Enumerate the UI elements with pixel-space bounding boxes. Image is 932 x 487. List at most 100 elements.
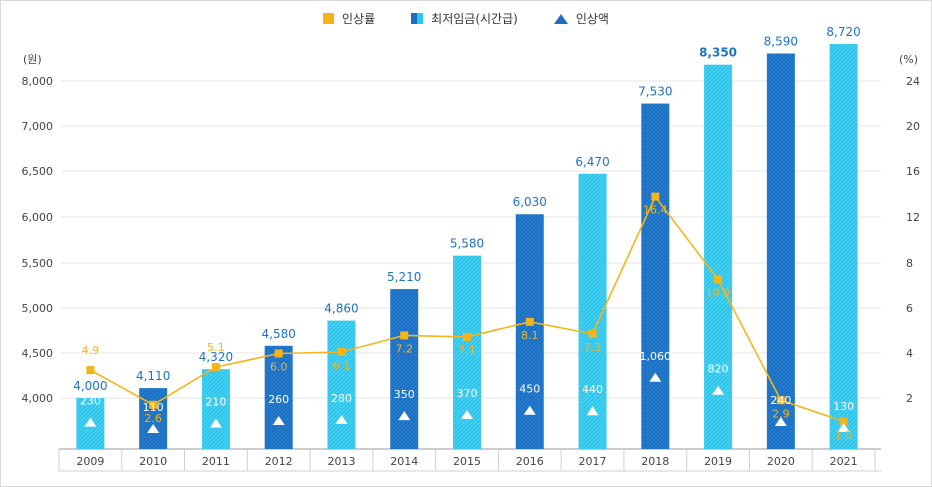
rate-marker — [211, 363, 220, 372]
y-right-unit-label: (%) — [899, 53, 918, 66]
x-tick-label: 2009 — [76, 455, 104, 468]
rate-value-label: 6.1 — [333, 359, 351, 372]
legend: 인상률 최저임금(시간급) 인상액 — [1, 10, 931, 27]
y-right-tick-label: 16 — [906, 165, 920, 178]
rate-value-label: 5.1 — [207, 341, 225, 354]
wage-value-label: 5,580 — [450, 237, 484, 251]
x-tick-label: 2013 — [327, 455, 355, 468]
rate-value-label: 16.4 — [643, 204, 668, 217]
y-right-tick-label: 12 — [906, 211, 920, 224]
wage-value-label: 4,860 — [324, 302, 358, 316]
triangle-icon — [553, 13, 568, 24]
wage-value-label: 7,530 — [638, 85, 672, 99]
wage-bar — [264, 345, 293, 449]
increase-triangle-marker — [461, 410, 473, 420]
increase-triangle-marker — [84, 417, 97, 427]
x-tick-label: 2017 — [579, 455, 607, 468]
wage-value-label: 4,580 — [262, 327, 296, 341]
legend-item-increase: 인상액 — [553, 10, 609, 27]
y-left-tick-label: 5,000 — [22, 302, 54, 315]
legend-rate-label: 인상률 — [342, 12, 376, 26]
rate-value-label: 2.9 — [772, 407, 790, 420]
x-tick-label: 2018 — [641, 455, 669, 468]
axes: 4,000 4,500 5,000 5,500 6,000 6,500 7,000 8,000… — [22, 53, 920, 472]
rate-marker — [588, 329, 597, 338]
wage-value-label: 8,590 — [764, 34, 798, 48]
rate-marker — [714, 275, 723, 284]
data-labels: 4,000 230 4,110 110 4,320 210 4,580 260 4,860 280… — [73, 25, 861, 441]
increase-value-label: 370 — [457, 387, 478, 400]
rate-value-label: 6.0 — [270, 361, 288, 374]
rate-value-label: 7.3 — [584, 341, 602, 354]
y-left-unit-label: (원) — [23, 53, 42, 66]
increase-value-label: 350 — [394, 388, 415, 401]
wage-swatch — [411, 13, 424, 24]
increase-value-label: 820 — [708, 363, 729, 376]
legend-item-wage: 최저임금(시간급) — [411, 10, 518, 27]
increase-triangle-marker — [774, 417, 787, 427]
increase-triangle-marker — [147, 424, 160, 434]
x-tick-label: 2015 — [453, 455, 481, 468]
wage-bar — [829, 44, 858, 449]
rate-marker — [86, 366, 95, 375]
wage-value-label: 6,030 — [513, 195, 547, 209]
wage-value-label: 4,110 — [136, 369, 170, 383]
rate-value-label: 10.9 — [706, 287, 731, 300]
x-tick-label: 2021 — [830, 455, 858, 468]
wage-value-label: 4,000 — [73, 379, 107, 393]
rate-line-group — [86, 192, 848, 426]
rate-marker — [337, 347, 346, 356]
y-right-tick-label: 6 — [906, 302, 913, 315]
rate-marker — [651, 192, 660, 201]
increase-triangle-marker — [586, 406, 599, 416]
wage-bar — [766, 53, 795, 449]
increase-value-label: 230 — [80, 395, 101, 408]
rate-value-label: 2.6 — [144, 412, 162, 425]
rate-marker — [839, 417, 848, 426]
y-left-tick-label: 8,000 — [22, 75, 54, 88]
increase-triangle-marker — [335, 414, 348, 424]
increase-triangle-marker — [523, 405, 536, 415]
y-right-tick-label: 20 — [906, 120, 920, 133]
bars — [76, 44, 858, 449]
y-left-tick-label: 4,500 — [22, 347, 54, 360]
wage-value-label: 6,470 — [575, 155, 609, 169]
increase-value-label: 440 — [582, 383, 603, 396]
rate-value-label: 8.1 — [521, 329, 539, 342]
y-left-tick-label: 6,500 — [22, 165, 54, 178]
rate-marker — [776, 396, 785, 405]
x-tick-label: 2016 — [516, 455, 544, 468]
rate-value-label: 1.5 — [835, 428, 853, 441]
wage-bar — [327, 320, 356, 449]
x-tick-label: 2012 — [265, 455, 293, 468]
rate-value-label: 7.1 — [458, 344, 476, 357]
x-tick-label: 2011 — [202, 455, 230, 468]
y-left-tick-label: 5,500 — [22, 257, 54, 270]
y-right-tick-label: 2 — [906, 392, 913, 405]
y-left-tick-label: 6,000 — [22, 211, 54, 224]
x-tick-label: 2019 — [704, 455, 732, 468]
rate-marker — [463, 332, 471, 341]
rate-marker — [525, 317, 534, 326]
increase-triangle-marker — [649, 372, 662, 382]
increase-triangle-marker — [272, 415, 285, 425]
increase-value-label: 110 — [143, 401, 164, 414]
wage-bar — [390, 289, 419, 449]
increase-triangle-marker — [209, 418, 222, 428]
rate-marker — [274, 349, 283, 358]
rate-swatch — [323, 13, 335, 24]
legend-increase-label: 인상액 — [575, 12, 609, 26]
rate-marker — [149, 400, 158, 409]
legend-wage-label: 최저임금(시간급) — [431, 12, 518, 26]
y-right-tick-label: 24 — [906, 75, 920, 88]
y-right-tick-label: 8 — [906, 257, 913, 270]
increase-triangle-marker — [712, 385, 725, 395]
y-left-tick-label: 4,000 — [22, 392, 54, 405]
y-left-tick-label: 7,000 — [22, 120, 54, 133]
increase-value-label: 130 — [833, 400, 854, 413]
rate-value-label: 7.2 — [395, 342, 413, 355]
wage-bar — [201, 369, 230, 449]
x-tick-label: 2010 — [139, 455, 167, 468]
increase-value-label: 240 — [770, 394, 791, 407]
